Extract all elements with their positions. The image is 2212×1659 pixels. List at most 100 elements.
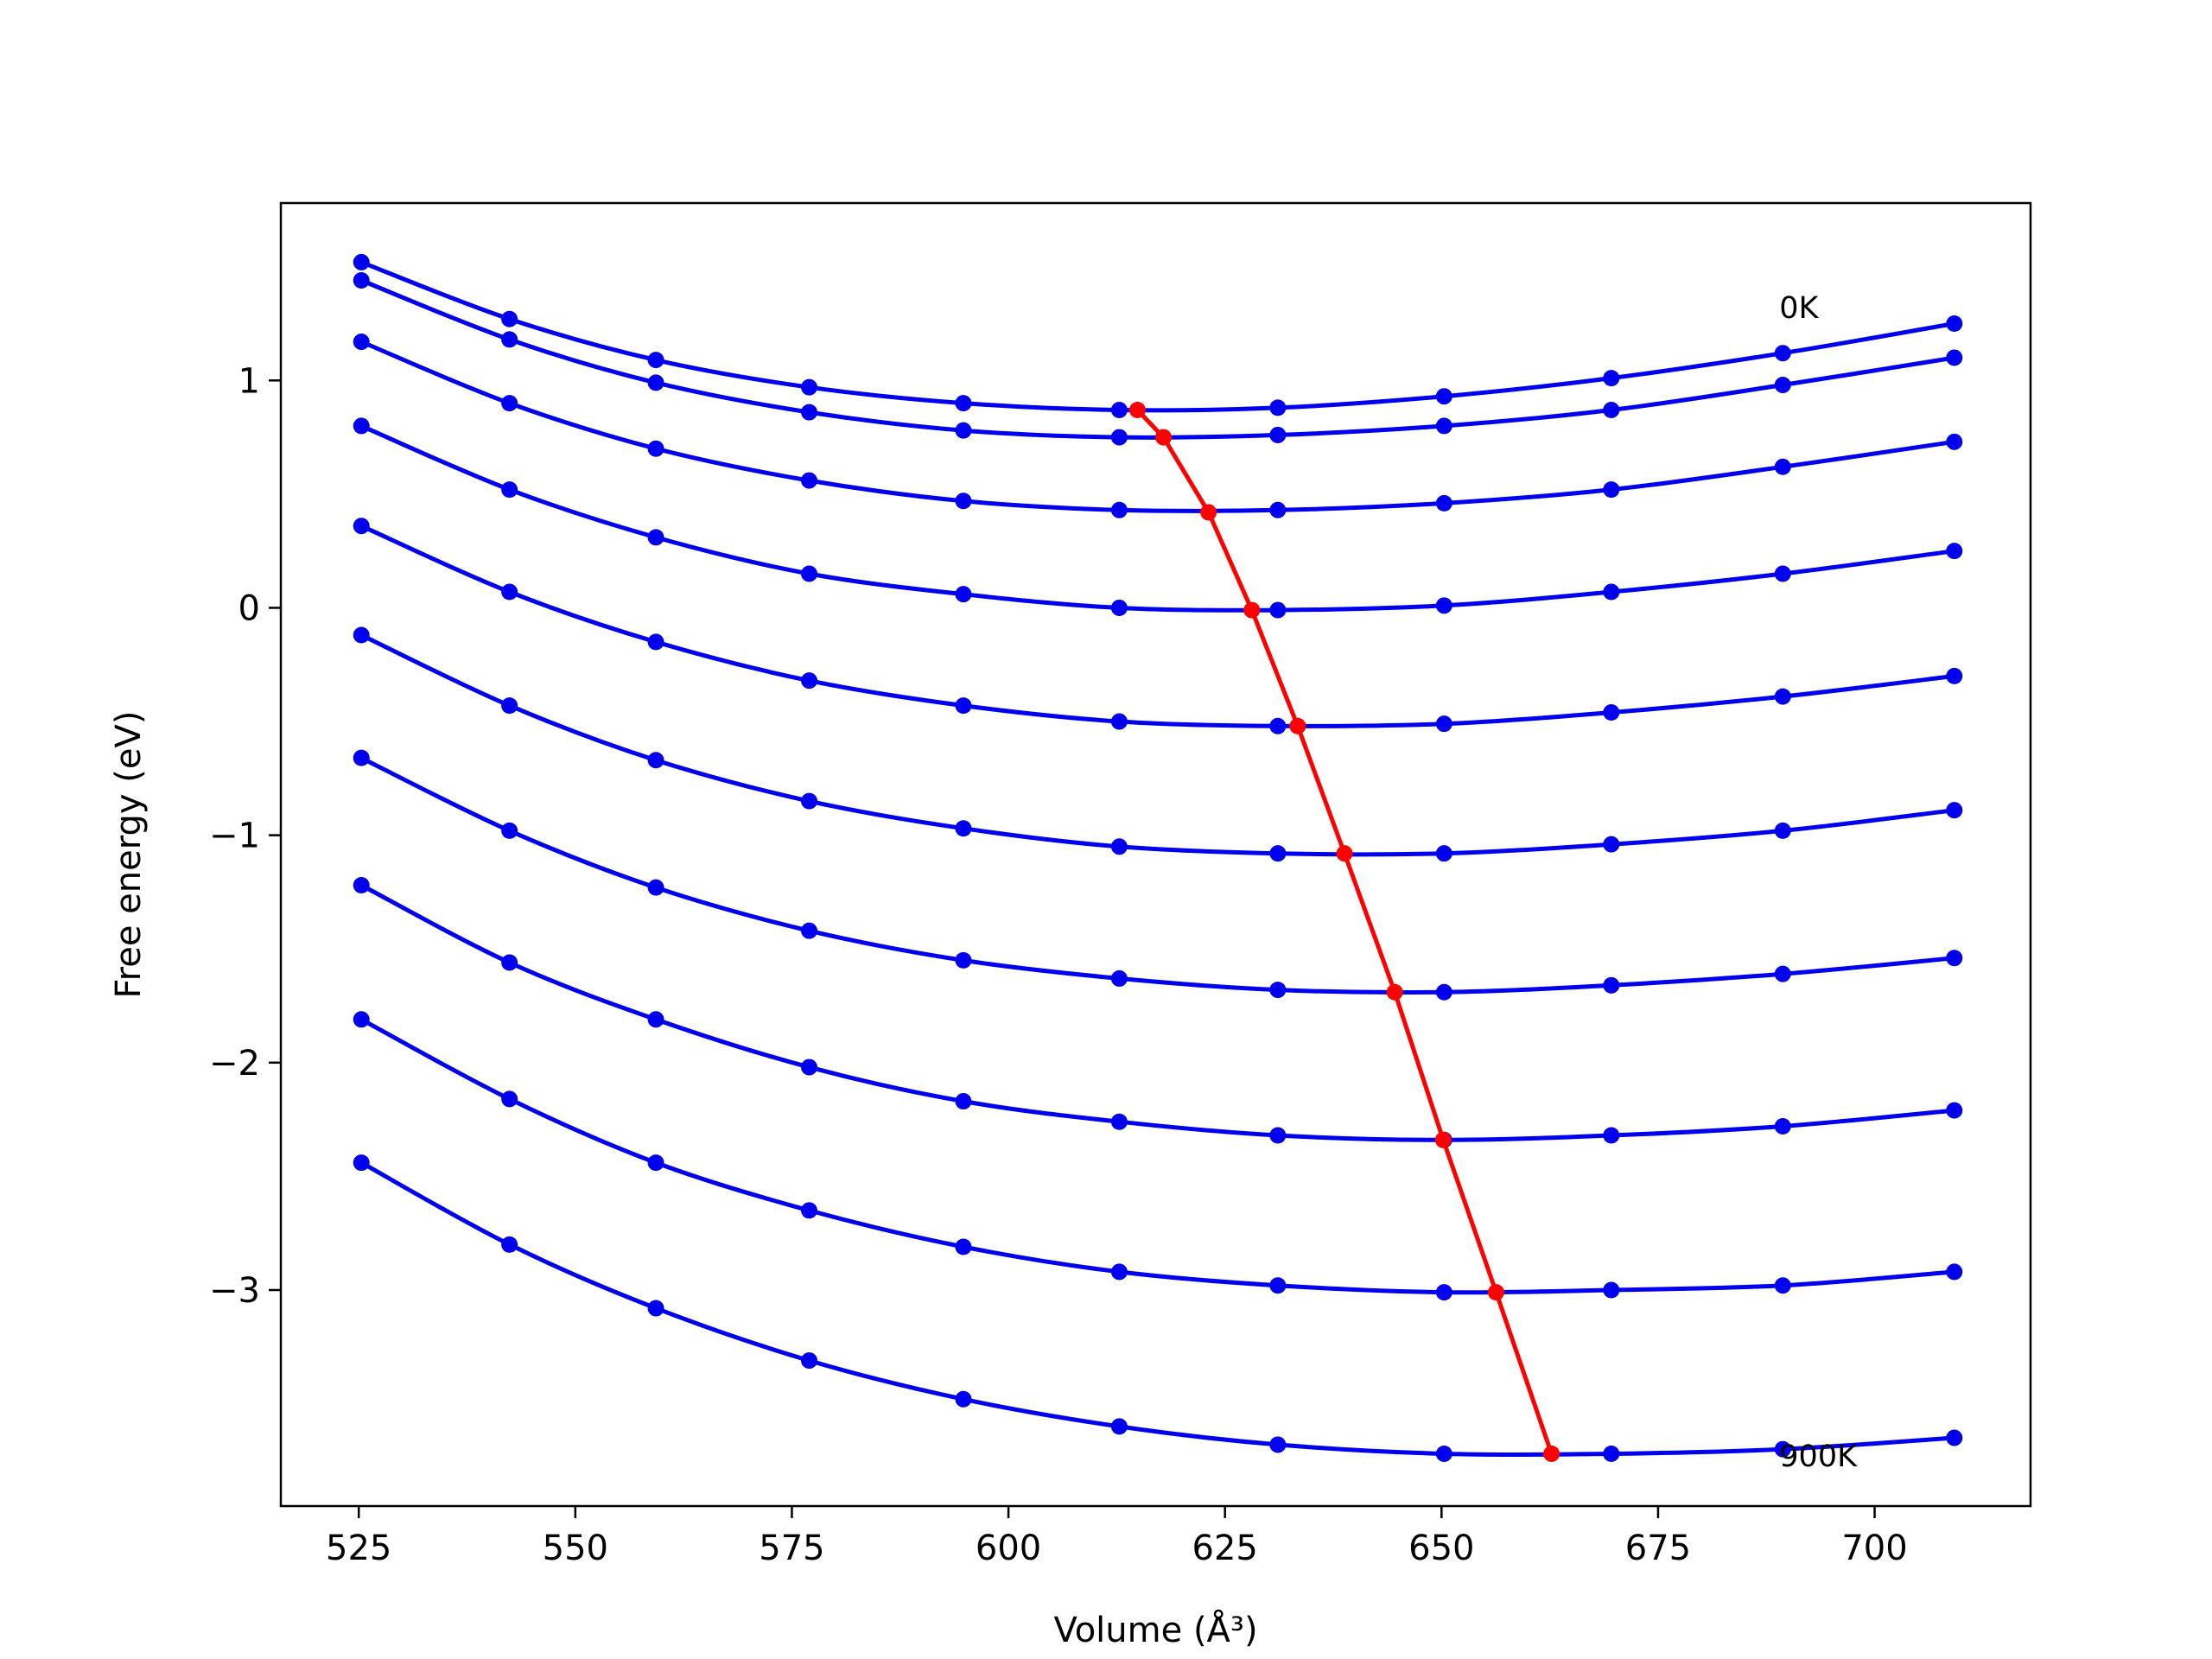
y-tick-label: 0 [238,588,260,628]
data-point [1110,713,1128,730]
series-6 [353,749,1963,1001]
data-point [1269,717,1287,734]
x-tick-label: 600 [976,1529,1041,1568]
data-point [1603,583,1620,601]
data-point [353,518,370,535]
y-tick-label: −2 [209,1044,260,1084]
data-point [501,583,518,601]
data-point [1774,565,1791,582]
minimum-point [1200,504,1217,521]
plot-frame [279,201,2032,1508]
data-point [1269,982,1287,999]
data-point [353,877,370,894]
data-point [955,1238,972,1255]
x-tick-label: 525 [326,1529,391,1568]
data-point [353,626,370,644]
data-point [1603,401,1620,418]
data-point [647,1154,664,1172]
data-point [955,697,972,715]
series-8 [353,1011,1963,1301]
data-point [801,672,818,690]
data-point [501,1236,518,1253]
data-point [647,529,664,546]
minimum-point [1434,1131,1452,1148]
minima-layer [1128,401,1560,1462]
data-point [801,792,818,810]
data-point [955,395,972,412]
data-point [1774,345,1791,362]
data-point [501,822,518,839]
data-point [647,1300,664,1317]
data-point [501,395,518,412]
data-point [1435,715,1452,733]
data-point [801,472,818,489]
series-0 [353,253,1963,418]
data-point [801,1202,818,1219]
data-point [1774,377,1791,394]
data-point [955,586,972,603]
data-point [801,1058,818,1076]
data-point [647,352,664,369]
minimum-point [1155,429,1173,446]
data-point [501,481,518,499]
minimum-point [1487,1284,1504,1301]
data-point [1774,1117,1791,1135]
data-point [1946,543,1963,560]
data-point [1435,1284,1452,1301]
data-point [353,253,370,270]
data-point [353,749,370,766]
data-point [1110,838,1128,855]
data-point [1946,1429,1963,1446]
data-point [1435,983,1452,1001]
x-axis-ticks: 525 550 575 600 625 650 675 700 [326,1506,1908,1568]
y-tick-label: −1 [209,817,260,856]
data-point [353,417,370,435]
data-point [1774,1440,1791,1458]
data-point [647,440,664,457]
data-point [801,565,818,582]
series-3 [353,417,1963,619]
data-point [353,1011,370,1028]
minimum-point [1336,845,1353,862]
data-point [1946,349,1963,366]
annotation-0k: 0K [1779,291,1819,326]
data-point [1774,458,1791,475]
data-point [801,404,818,421]
data-point [955,422,972,439]
series-5 [353,626,1963,862]
data-point [647,374,664,391]
data-point [1110,599,1128,616]
x-tick-label: 650 [1408,1529,1474,1568]
data-point [801,922,818,939]
data-point [1110,1113,1128,1130]
data-point [1269,601,1287,619]
data-point [1603,481,1620,499]
x-tick-label: 675 [1625,1529,1691,1568]
series-1 [353,271,1963,446]
data-point [1774,1277,1791,1294]
data-point [353,1154,370,1172]
y-tick-label: −3 [209,1271,260,1311]
data-point [1774,822,1791,839]
data-point [955,1390,972,1408]
y-axis-ticks: 1 0 −1 −2 −3 [209,361,281,1311]
data-point [1946,667,1963,684]
minimum-point [1386,983,1403,1001]
data-point [501,697,518,715]
data-point [1269,399,1287,416]
data-point [501,954,518,971]
x-tick-label: 550 [543,1529,608,1568]
data-point [1269,1277,1287,1294]
data-point [1603,1281,1620,1299]
series-2 [353,334,1963,518]
series-4 [353,518,1963,734]
minimum-point [1128,401,1146,418]
data-point [1110,1418,1128,1435]
data-point [647,752,664,769]
data-point [1269,501,1287,518]
x-tick-label: 700 [1841,1529,1907,1568]
data-point [1435,1445,1452,1462]
data-point [1269,1436,1287,1453]
data-point [1946,1102,1963,1119]
